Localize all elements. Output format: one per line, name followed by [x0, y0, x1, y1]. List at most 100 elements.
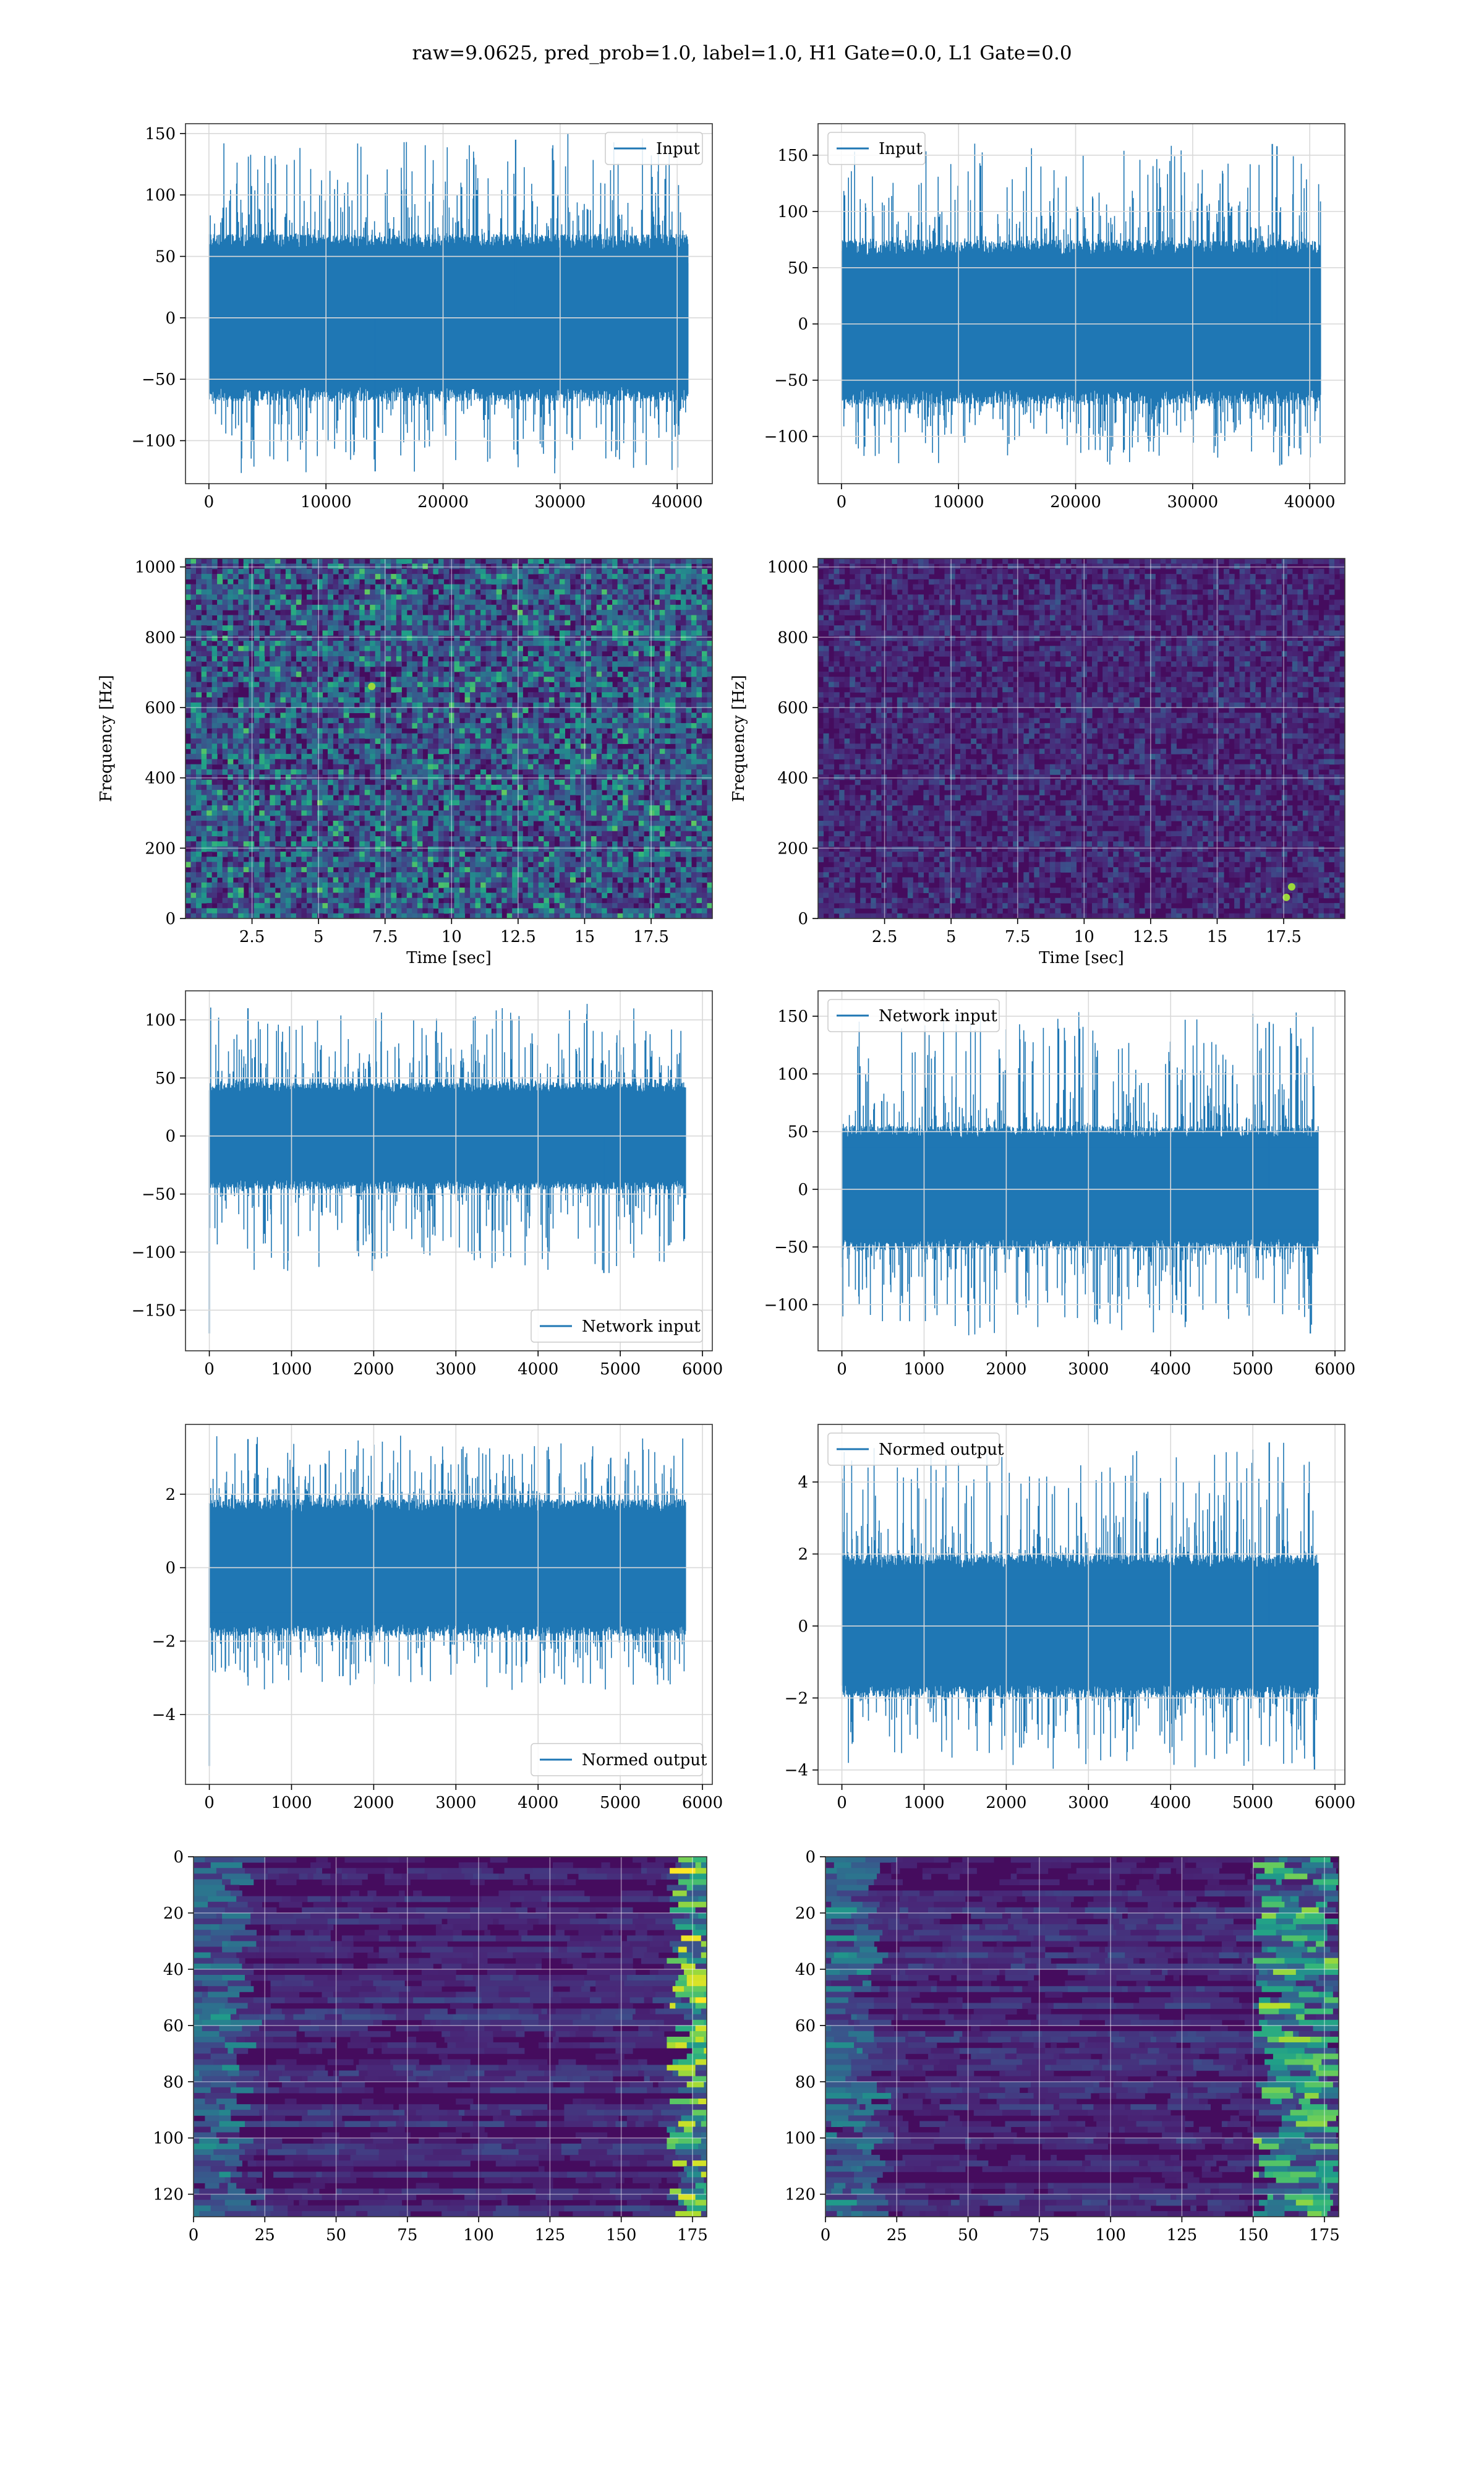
x-tick-label: 3000 [1068, 1360, 1109, 1379]
x-tick-label: 100 [1095, 2226, 1126, 2245]
grid [186, 1424, 712, 1784]
y-tick-label: 0 [173, 1848, 184, 1867]
y-tick-label: 2 [798, 1546, 808, 1564]
x-tick-label: 0 [837, 1360, 847, 1379]
x-tick-label: 2000 [986, 1794, 1026, 1812]
plot-area [818, 559, 1345, 918]
x-tick-label: 1000 [271, 1360, 312, 1379]
y-tick-label: −50 [774, 372, 808, 390]
y-tick-label: 100 [785, 2129, 816, 2148]
y-tick-label: 50 [788, 259, 808, 278]
x-tick-label: 5000 [1232, 1794, 1273, 1812]
heatmap-cells [194, 1857, 707, 2217]
x-tick-label: 150 [606, 2226, 637, 2245]
y-tick-label: 0 [798, 1617, 808, 1636]
x-axis-label: Time [sec] [1039, 949, 1124, 967]
legend: Normed output [827, 1432, 1004, 1466]
y-tick-label: 0 [798, 910, 808, 928]
y-tick-label: 400 [145, 769, 176, 788]
x-tick-label: 7.5 [1005, 928, 1030, 946]
y-tick-label: 150 [777, 147, 808, 165]
y-tick-label: −50 [142, 370, 176, 389]
x-tick-label: 5000 [1232, 1360, 1273, 1379]
chart-r1c1: 0 10000 20000 30000 40000 −100 −50 0 50 100 150 Inp… [132, 123, 713, 511]
x-tick-label: 0 [189, 2226, 199, 2245]
y-tick-label: 600 [145, 699, 176, 717]
y-tick-label: 600 [777, 699, 808, 717]
y-tick-label: 200 [777, 839, 808, 858]
legend: Network input [827, 999, 1000, 1032]
y-tick-label: 0 [165, 910, 176, 928]
axes-frame [825, 1856, 1339, 2217]
legend: Normed output [531, 1743, 707, 1776]
y-tick-label: 100 [777, 1065, 808, 1084]
axes-frame [817, 1424, 1345, 1785]
legend-label: Input [656, 140, 700, 158]
x-tick-label: 2.5 [872, 928, 897, 946]
y-tick-label: 0 [165, 309, 176, 328]
y-tick-label: 120 [153, 2186, 184, 2204]
y-tick-label: 80 [795, 2073, 816, 2092]
axes-frame [817, 990, 1345, 1351]
x-tick-label: 50 [326, 2226, 346, 2245]
plot-area [208, 1004, 686, 1333]
x-tick-label: 4000 [1150, 1360, 1191, 1379]
y-tick-label: −2 [152, 1632, 176, 1651]
axes-frame [193, 1856, 707, 2217]
y-tick-label: −4 [785, 1761, 808, 1780]
x-tick-label: 1000 [903, 1360, 944, 1379]
y-tick-label: 50 [788, 1123, 808, 1142]
y-tick-label: 80 [163, 2073, 184, 2092]
x-tick-label: 10 [1074, 928, 1094, 946]
x-tick-label: 17.5 [1266, 928, 1302, 946]
y-tick-label: 0 [165, 1559, 176, 1578]
y-tick-label: 0 [165, 1128, 176, 1146]
series-core [841, 268, 1321, 377]
y-axis-label: Frequency [Hz] [97, 675, 116, 802]
y-tick-label: 120 [785, 2186, 816, 2204]
y-tick-label: 0 [798, 315, 808, 334]
y-tick-label: 150 [777, 1008, 808, 1026]
x-tick-label: 150 [1238, 2226, 1269, 2245]
plot-area [194, 1857, 707, 2217]
chart-r5c1: 0 25 50 75 100 125 150 175 0 20 40 60 80 100 120 [153, 1848, 707, 2245]
x-tick-label: 2000 [986, 1360, 1026, 1379]
chart-r3c2: 0 1000 2000 3000 4000 5000 6000 −100 −50 0 50 100 15… [764, 990, 1355, 1379]
y-tick-label: 100 [145, 186, 176, 205]
x-tick-label: 175 [677, 2226, 708, 2245]
grid [818, 1424, 1345, 1784]
x-tick-label: 2000 [353, 1360, 394, 1379]
axes-frame [817, 558, 1345, 919]
y-tick-label: 100 [777, 203, 808, 221]
chart-r1c2: 0 10000 20000 30000 40000 −100 −50 0 50 100 150 Inp… [764, 123, 1345, 511]
chart-r4c1: 0 1000 2000 3000 4000 5000 6000 −4 −2 0 2 Normed ou… [152, 1424, 723, 1812]
y-tick-label: 100 [153, 2129, 184, 2148]
legend: Network input [531, 1309, 703, 1343]
x-tick-label: 10000 [933, 493, 984, 511]
y-tick-label: 50 [155, 248, 176, 267]
axes-frame [185, 123, 713, 484]
y-tick-label: −50 [142, 1186, 176, 1204]
x-tick-label: 175 [1309, 2226, 1340, 2245]
y-tick-label: 100 [145, 1011, 176, 1030]
y-tick-label: 800 [145, 628, 176, 647]
plot-area [825, 1857, 1339, 2217]
x-tick-label: 30000 [535, 493, 586, 511]
series-core [842, 1147, 1319, 1230]
y-tick-label: 50 [155, 1069, 176, 1088]
plot-area [841, 143, 1321, 466]
plot-area [841, 1012, 1319, 1335]
y-tick-label: 1000 [135, 559, 176, 577]
y-tick-label: −2 [785, 1689, 808, 1708]
y-tick-label: 150 [145, 125, 176, 143]
x-tick-label: 4000 [1150, 1794, 1191, 1812]
x-tick-label: 15 [574, 928, 595, 946]
grid [186, 991, 712, 1351]
hotspot [1282, 893, 1290, 901]
x-tick-label: 0 [204, 493, 215, 511]
x-tick-label: 6000 [682, 1794, 723, 1812]
plot-area [208, 134, 689, 474]
y-tick-label: 0 [798, 1181, 808, 1199]
x-tick-label: 5000 [600, 1794, 641, 1812]
